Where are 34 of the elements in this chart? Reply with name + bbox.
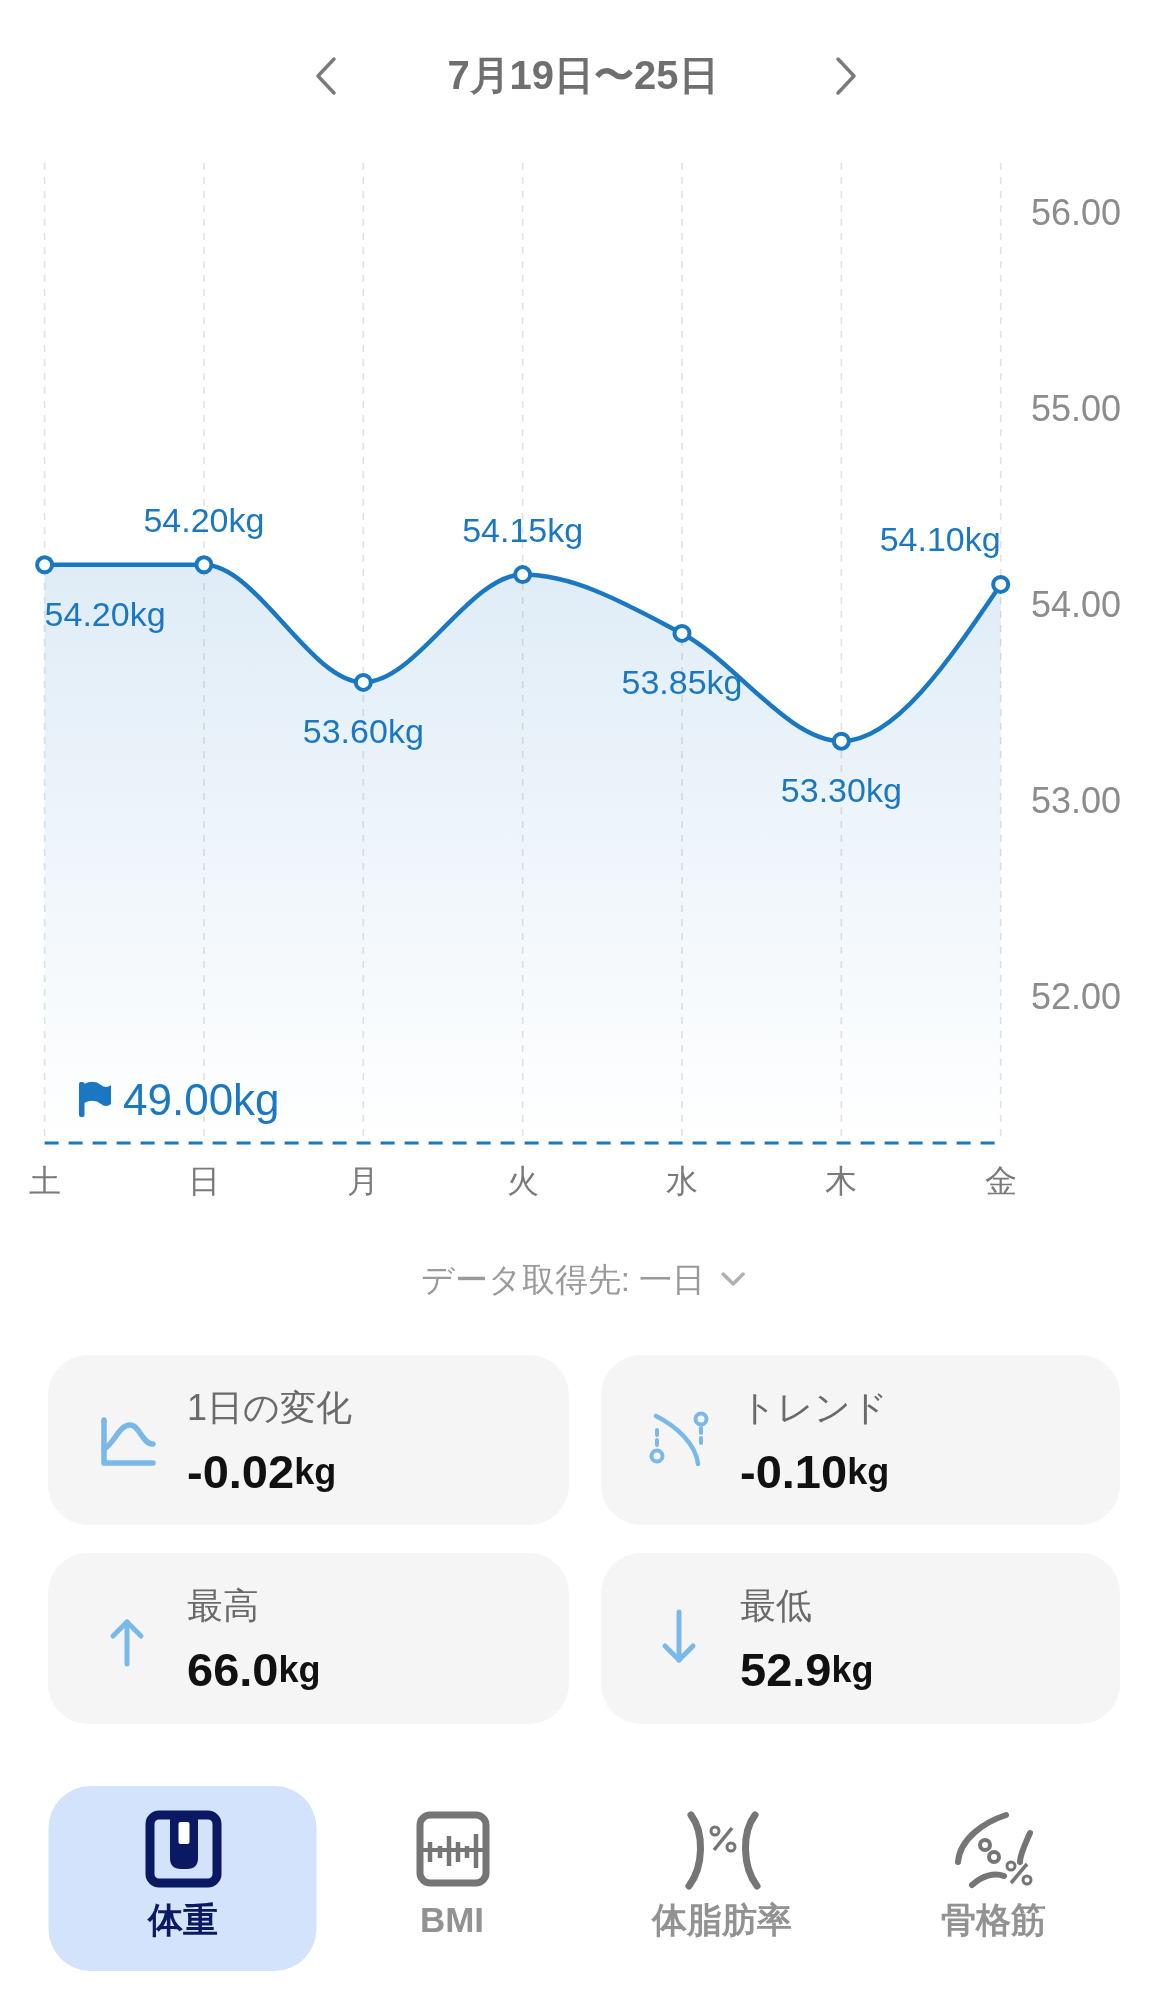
text: 体重 (147, 1899, 218, 1939)
y-tick-label: 53.00 (1031, 779, 1122, 821)
text: BMI (419, 1899, 485, 1939)
text: 52.9kg (740, 1642, 874, 1696)
x-tick-label: 火 (506, 1163, 539, 1199)
data-label: 54.15kg (462, 510, 584, 549)
y-tick-label: 54.00 (1031, 583, 1122, 625)
data-label: 53.85kg (621, 663, 743, 702)
text: トレンド (740, 1386, 888, 1428)
chart-title: 7月19日〜25日 (447, 53, 719, 97)
y-tick-label: 55.00 (1031, 387, 1122, 429)
text: -0.10kg (740, 1444, 890, 1498)
data-label: 53.60kg (302, 712, 424, 751)
x-tick-label: 月 (347, 1163, 380, 1199)
data-label: 53.30kg (780, 771, 902, 810)
data-label: 54.20kg (44, 594, 166, 633)
x-tick-label: 日 (187, 1163, 220, 1199)
text: -0.02kg (187, 1444, 337, 1498)
y-tick-label: 52.00 (1031, 975, 1122, 1017)
x-tick-label: 土 (28, 1163, 61, 1199)
text: 最高 (187, 1584, 259, 1626)
text: データ取得先: 一日 (420, 1260, 706, 1298)
text: 最低 (740, 1584, 812, 1626)
x-tick-label: 木 (825, 1163, 858, 1199)
y-tick-label: 56.00 (1031, 191, 1122, 233)
data-label: 54.20kg (143, 500, 265, 539)
annotation: 49.00kg (123, 1074, 280, 1124)
text: 体脂肪率 (651, 1899, 792, 1939)
x-tick-label: 金 (984, 1163, 1017, 1199)
data-label: 54.10kg (879, 520, 1001, 559)
x-tick-label: 水 (666, 1163, 698, 1199)
text: 1日の変化 (187, 1386, 353, 1428)
text: 66.0kg (187, 1642, 321, 1696)
text: 骨格筋 (940, 1899, 1046, 1939)
